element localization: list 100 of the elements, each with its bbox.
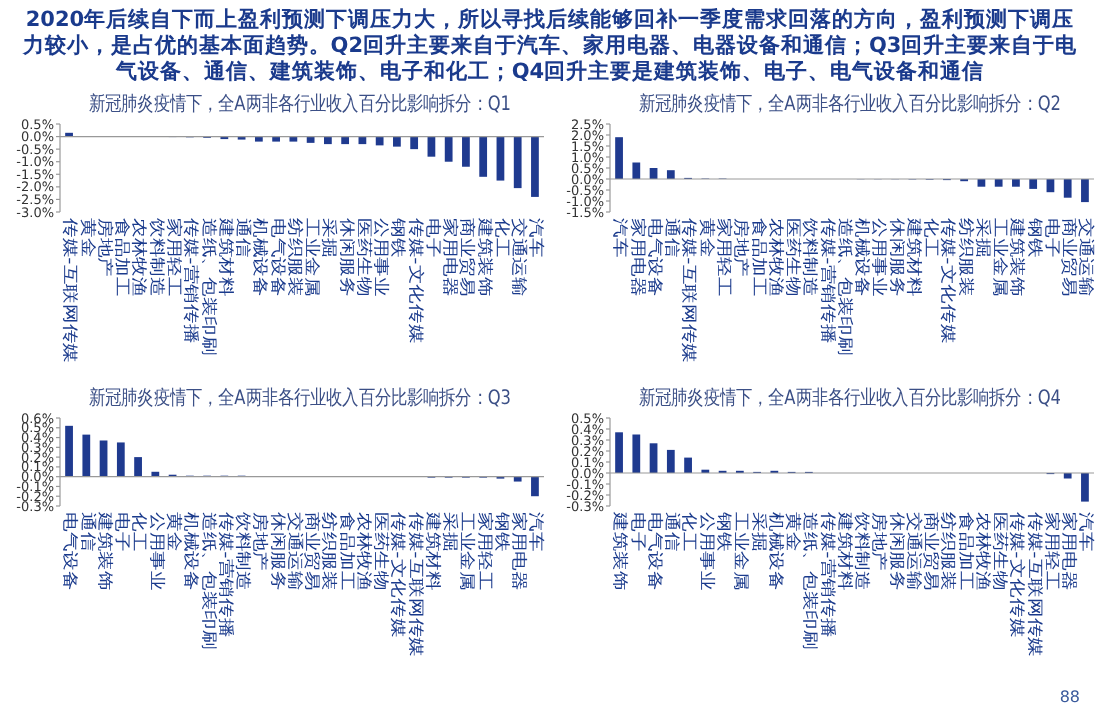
x-tick-label: 工业金属 [989, 218, 1010, 297]
x-tick-label: 化工 [491, 218, 512, 258]
x-tick-label: 造纸、包装印刷 [198, 512, 218, 650]
x-tick-label: 纺织服装 [937, 512, 958, 591]
x-tick-label: 机械设备 [180, 512, 201, 591]
x-tick-label: 饮料制造 [851, 509, 872, 591]
x-tick-label: 电子 [422, 218, 443, 258]
x-tick-label: 传媒-互联网传媒 [679, 218, 699, 363]
x-tick-label: 家用电器 [1058, 512, 1079, 591]
x-tick-label: 公用事业 [370, 218, 391, 297]
x-tick-label: 传媒-文化传媒 [1006, 512, 1027, 638]
x-tick-label: 公用事业 [868, 218, 889, 297]
chart-title: 新冠肺炎疫情下，全A两非各行业收入百分比影响拆分：Q3 [89, 386, 512, 411]
x-tick-label: 医药生物 [989, 512, 1010, 591]
x-tick-label: 机械设备 [249, 218, 270, 297]
x-tick-label: 造纸、包装印刷 [799, 512, 820, 650]
x-tick-label: 建筑材料 [903, 215, 924, 297]
x-tick-label: 交通运输 [284, 512, 305, 591]
x-tick-label: 建筑装饰 [1006, 215, 1027, 297]
x-tick-label: 电气设备 [267, 218, 287, 297]
x-tick-label: 农林牧渔 [129, 218, 149, 297]
x-tick-label: 通信 [77, 512, 98, 552]
x-tick-label: 黄金 [163, 512, 184, 552]
x-tick-label: 造纸、包装印刷 [834, 218, 855, 356]
x-tick-label: 汽车 [525, 218, 546, 258]
x-tick-label: 采掘 [318, 218, 339, 258]
x-tick-label: 家用电器 [439, 218, 460, 297]
x-tick-label: 建筑装饰 [610, 509, 630, 591]
chart-title: 新冠肺炎疫情下，全A两非各行业收入百分比影响拆分：Q4 [639, 386, 1062, 411]
x-tick-label: 食品加工 [336, 512, 356, 591]
x-tick-label: 农林牧渔 [972, 512, 993, 591]
x-tick-label: 房地产 [249, 512, 270, 572]
x-tick-label: 家用轻工 [163, 218, 184, 297]
x-tick-label: 交通运输 [1075, 218, 1096, 297]
x-tick-label: 公用事业 [146, 512, 167, 591]
x-tick-label: 建筑装饰 [94, 509, 115, 591]
x-tick-label: 采掘 [972, 218, 993, 258]
x-tick-label: 机械设备 [851, 218, 872, 297]
x-tick-label: 建筑材料 [422, 509, 443, 591]
x-tick-label: 传媒-营销传播 [215, 512, 236, 638]
x-tick-label: 电气设备 [644, 218, 665, 297]
x-tick-label: 家用电器 [508, 512, 529, 591]
x-tick-label: 休闲服务 [886, 218, 906, 297]
x-tick-label: 化工 [920, 218, 941, 258]
x-tick-label: 建筑材料 [215, 215, 236, 297]
x-tick-label: 房地产 [868, 512, 889, 572]
x-tick-label: 通信 [661, 512, 682, 552]
x-tick-label: 商业贸易 [1058, 218, 1079, 297]
x-tick-label: 工业金属 [456, 512, 477, 591]
x-tick-label: 食品加工 [748, 218, 768, 297]
x-tick-label: 房地产 [730, 218, 751, 278]
x-tick-label: 纺织服装 [284, 218, 305, 297]
x-tick-label: 家用电器 [627, 218, 648, 297]
x-tick-label: 电子 [627, 512, 648, 552]
x-tick-label: 通信 [661, 218, 682, 258]
x-tick-label: 休闲服务 [336, 218, 356, 297]
x-tick-label: 汽车 [610, 218, 630, 258]
x-tick-label: 建筑装饰 [474, 215, 494, 297]
x-tick-label: 电气设备 [644, 512, 665, 591]
x-tick-label: 传媒-互联网传媒 [405, 512, 425, 657]
x-tick-label: 医药生物 [782, 218, 803, 297]
x-tick-label: 汽车 [525, 512, 546, 552]
x-tick-label: 钢铁 [713, 509, 734, 552]
x-tick-label: 商业贸易 [456, 218, 477, 297]
x-tick-label: 黄金 [77, 218, 98, 258]
x-tick-label: 采掘 [439, 512, 460, 552]
x-tick-label: 纺织服装 [955, 218, 975, 297]
text: 88 [1059, 688, 1080, 706]
x-tick-label: 食品加工 [111, 218, 132, 297]
x-tick-label: 公用事业 [696, 512, 717, 591]
x-tick-label: 饮料制造 [232, 509, 253, 591]
x-tick-label: 黄金 [696, 218, 717, 258]
x-tick-label: 家用轻工 [474, 512, 494, 591]
x-tick-label: 交通运输 [508, 218, 529, 297]
x-tick-label: 钢铁 [1024, 215, 1044, 258]
x-tick-label: 传媒-营销传播 [817, 512, 837, 638]
x-tick-label: 医药生物 [353, 218, 374, 297]
x-tick-label: 农林牧渔 [765, 218, 786, 297]
x-tick-label: 工业金属 [301, 218, 322, 297]
x-tick-label: 化工 [129, 512, 149, 552]
x-tick-label: 食品加工 [955, 512, 975, 591]
x-tick-label: 通信 [232, 218, 253, 258]
x-tick-label: 农林牧渔 [353, 512, 374, 591]
chart-title: 新冠肺炎疫情下，全A两非各行业收入百分比影响拆分：Q1 [89, 92, 511, 117]
x-tick-label: 家用轻工 [1041, 512, 1062, 591]
x-tick-label: 休闲服务 [267, 512, 287, 591]
x-tick-label: 传媒-营销传播 [180, 218, 201, 344]
x-tick-label: 纺织服装 [318, 512, 339, 591]
x-tick-label: 造纸、包装印刷 [198, 218, 218, 356]
x-tick-label: 电子 [1041, 218, 1062, 258]
x-tick-label: 传媒-文化传媒 [405, 218, 425, 344]
x-tick-label: 电气设备 [60, 512, 80, 591]
x-tick-label: 饮料制造 [146, 215, 167, 297]
x-tick-label: 传媒-文化传媒 [937, 218, 958, 344]
x-tick-label: 饮料制造 [799, 215, 820, 297]
x-tick-label: 机械设备 [765, 512, 786, 591]
x-tick-label: 钢铁 [387, 215, 408, 258]
x-tick-label: 传媒-营销传播 [817, 218, 837, 344]
x-tick-label: 传媒-文化传媒 [387, 512, 408, 638]
x-tick-label: 传媒-互联网传媒 [60, 218, 80, 363]
